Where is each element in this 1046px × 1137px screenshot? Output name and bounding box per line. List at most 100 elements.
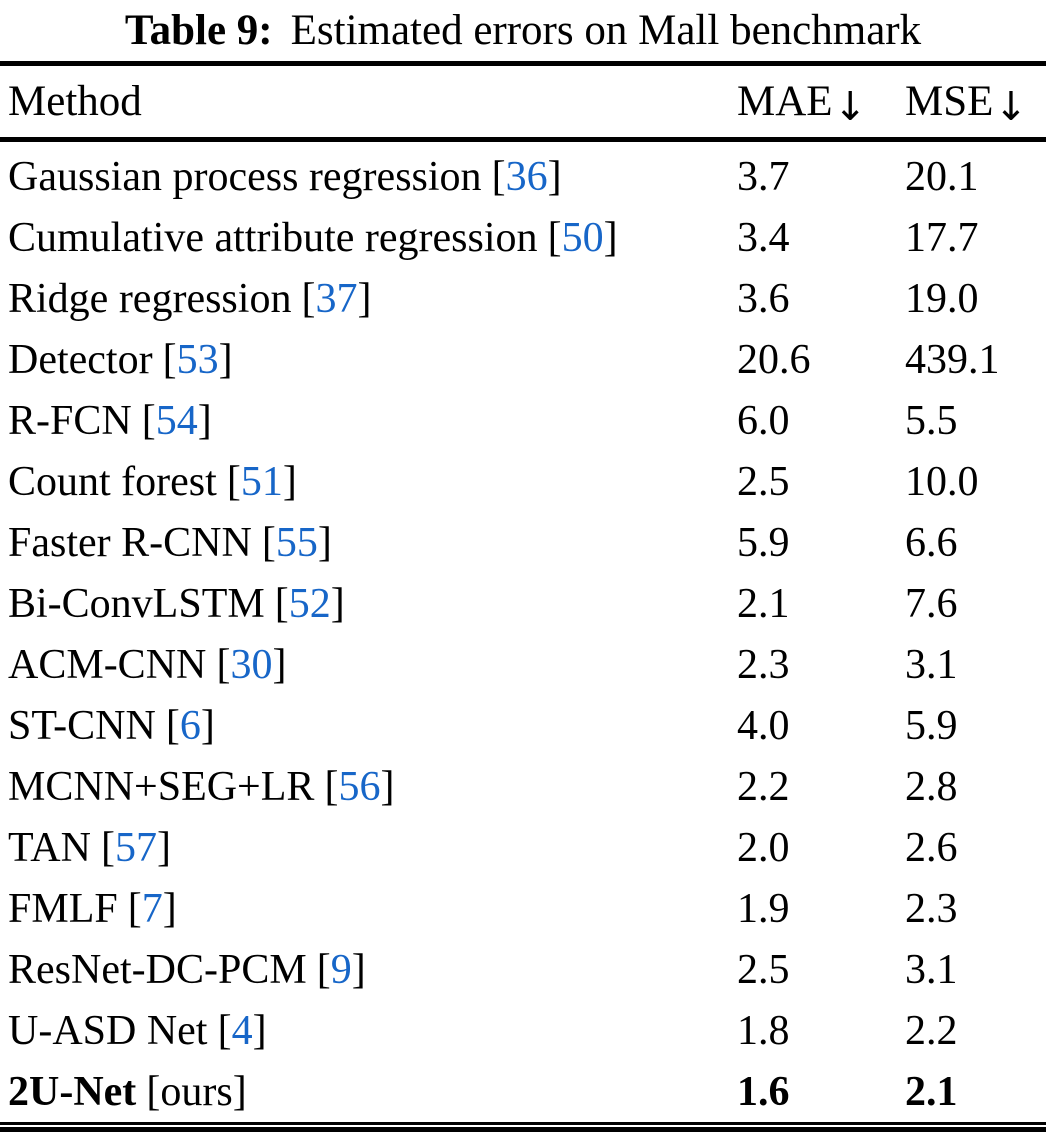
citation-bracket-close: ]	[200, 702, 215, 749]
mse-cell: 2.2	[905, 1007, 958, 1054]
table-row: TAN [57] 2.0 2.6	[0, 817, 1046, 878]
mse-cell: 20.1	[905, 153, 979, 200]
table-row: Bi-ConvLSTM [52] 2.1 7.6	[0, 573, 1046, 634]
table-caption-text: Estimated errors on Mall benchmark	[290, 7, 922, 54]
table-row: 2U-Net [ours] 1.6 2.1	[0, 1061, 1046, 1122]
citation-ref[interactable]: 52	[288, 580, 331, 627]
table-row: Detector [53] 20.6 439.1	[0, 329, 1046, 390]
mse-cell: 17.7	[905, 214, 979, 261]
citation-ref[interactable]: 6	[179, 702, 201, 749]
table-row: Faster R-CNN [55] 5.9 6.6	[0, 512, 1046, 573]
citation-bracket-open: [	[162, 336, 177, 383]
mse-cell: 2.1	[905, 1068, 958, 1115]
method-cell: Faster R-CNN [55]	[8, 519, 737, 567]
method-name: Ridge regression	[8, 275, 292, 322]
citation-ref[interactable]: 7	[141, 885, 163, 932]
citation-ref[interactable]: 54	[155, 397, 198, 444]
method-cell: Cumulative attribute regression [50]	[8, 214, 737, 262]
method-name: ST-CNN	[8, 702, 156, 749]
method-name: ACM-CNN	[8, 641, 207, 688]
method-name: FMLF	[8, 885, 118, 932]
citation-bracket-open: [	[127, 885, 142, 932]
down-arrow-icon: ↓	[833, 84, 867, 131]
citation-ref[interactable]: 30	[230, 641, 273, 688]
citation-bracket-close: ]	[218, 336, 233, 383]
citation-bracket-close: ]	[272, 641, 287, 688]
citation-bracket-open: [	[141, 397, 156, 444]
table-row: Ridge regression [37] 3.6 19.0	[0, 268, 1046, 329]
citation-ref[interactable]: 53	[176, 336, 219, 383]
citation-bracket-open: [	[301, 275, 316, 322]
method-cell: ACM-CNN [30]	[8, 641, 737, 689]
citation-bracket-open: [	[217, 1007, 232, 1054]
mse-cell: 6.6	[905, 519, 958, 566]
down-arrow-icon: ↓	[994, 84, 1028, 131]
method-name: Count forest	[8, 458, 217, 505]
table-caption-label: Table 9:	[124, 7, 273, 54]
citation-bracket-close: ]	[603, 214, 618, 261]
citation-ref[interactable]: 4	[231, 1007, 253, 1054]
mae-cell: 20.6	[737, 336, 811, 383]
citation-bracket-close: ]	[197, 397, 212, 444]
table-row: ResNet-DC-PCM [9] 2.5 3.1	[0, 939, 1046, 1000]
table-row: Cumulative attribute regression [50] 3.4 …	[0, 207, 1046, 268]
citation-bracket-close: ]	[357, 275, 372, 322]
mae-cell: 2.5	[737, 946, 790, 993]
citation-ref[interactable]: 56	[338, 763, 381, 810]
citation-ref[interactable]: 37	[315, 275, 358, 322]
citation-ref[interactable]: 57	[115, 824, 158, 871]
citation-ref[interactable]: 9	[330, 946, 352, 993]
citation-ref[interactable]: 36	[505, 153, 548, 200]
citation-bracket-open: [	[316, 946, 331, 993]
citation-bracket-open: [	[165, 702, 180, 749]
mae-cell: 3.6	[737, 275, 790, 322]
mse-cell: 2.3	[905, 885, 958, 932]
method-cell: Gaussian process regression [36]	[8, 153, 737, 201]
method-cell: U-ASD Net [4]	[8, 1007, 737, 1055]
table-caption: Table 9: Estimated errors on Mall benchm…	[0, 0, 1046, 61]
citation-bracket-close: ]	[232, 1068, 247, 1115]
mse-cell: 7.6	[905, 580, 958, 627]
column-header-mse-label: MSE	[905, 78, 994, 125]
mae-cell: 2.3	[737, 641, 790, 688]
table-row: MCNN+SEG+LR [56] 2.2 2.8	[0, 756, 1046, 817]
table-body: Gaussian process regression [36] 3.7 20.1…	[0, 142, 1046, 1122]
citation-bracket-open: [	[101, 824, 116, 871]
citation-bracket-close: ]	[380, 763, 395, 810]
mae-cell: 2.0	[737, 824, 790, 871]
citation-ref[interactable]: 50	[561, 214, 604, 261]
method-name: TAN	[8, 824, 91, 871]
citation-bracket-close: ]	[317, 519, 332, 566]
mae-cell: 3.7	[737, 153, 790, 200]
bottom-rule-thin	[0, 1122, 1046, 1125]
citation-bracket-open: [	[274, 580, 289, 627]
table-row: ACM-CNN [30] 2.3 3.1	[0, 634, 1046, 695]
mae-cell: 4.0	[737, 702, 790, 749]
method-cell: TAN [57]	[8, 824, 737, 872]
citation-ref[interactable]: 55	[275, 519, 318, 566]
method-cell: ResNet-DC-PCM [9]	[8, 946, 737, 994]
method-name: Detector	[8, 336, 153, 383]
mae-cell: 1.8	[737, 1007, 790, 1054]
method-name: MCNN+SEG+LR	[8, 763, 315, 810]
mae-cell: 1.9	[737, 885, 790, 932]
citation-bracket-open: [	[261, 519, 276, 566]
column-header-mse: MSE↓	[905, 77, 1038, 130]
mae-cell: 1.6	[737, 1068, 790, 1115]
citation-bracket-close: ]	[282, 458, 297, 505]
method-cell: ST-CNN [6]	[8, 702, 737, 750]
mae-cell: 6.0	[737, 397, 790, 444]
mse-cell: 5.9	[905, 702, 958, 749]
table-header-row: Method MAE↓ MSE↓	[0, 66, 1046, 137]
method-cell: Ridge regression [37]	[8, 275, 737, 323]
method-name: ResNet-DC-PCM	[8, 946, 307, 993]
citation-bracket-close: ]	[330, 580, 345, 627]
table-row: Gaussian process regression [36] 3.7 20.1	[0, 146, 1046, 207]
top-rule	[0, 61, 1046, 66]
citation-bracket-close: ]	[547, 153, 562, 200]
header-rule	[0, 137, 1046, 142]
mae-cell: 2.5	[737, 458, 790, 505]
citation-ref[interactable]: 51	[240, 458, 283, 505]
mse-cell: 3.1	[905, 946, 958, 993]
bottom-rule-thick	[0, 1127, 1046, 1132]
